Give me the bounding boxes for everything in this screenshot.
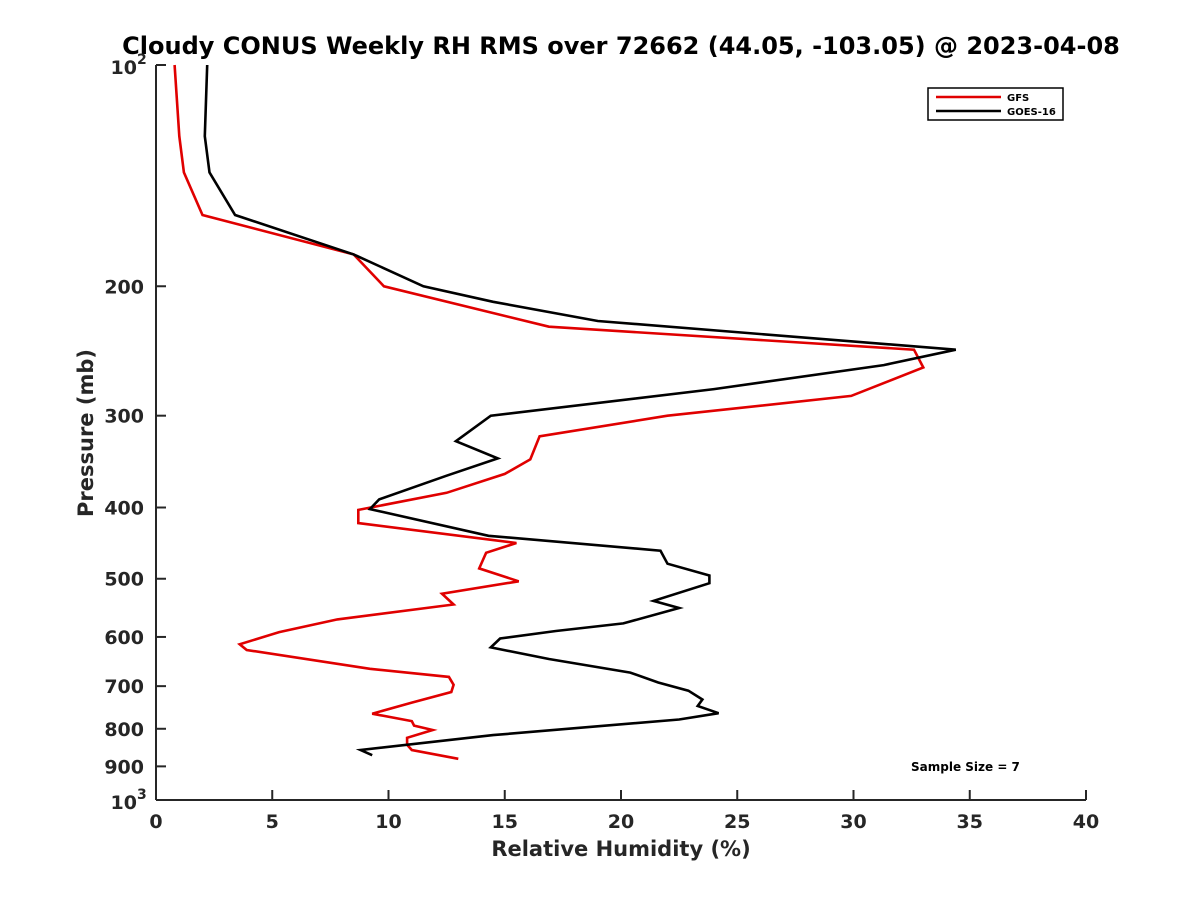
y-tick-label: 700 (104, 676, 144, 698)
series-layer (173, 64, 957, 761)
x-tick-label: 30 (840, 811, 866, 833)
x-tick-label: 20 (608, 811, 634, 833)
y-tick-label: 500 (104, 569, 144, 591)
legend-box (927, 87, 1064, 121)
y-tick-label: 400 (104, 498, 144, 520)
y-tick-exponent: 2 (137, 52, 147, 68)
series-line-gfs (173, 64, 926, 761)
y-tick-exponent: 3 (137, 787, 147, 803)
x-tick-label: 40 (1073, 811, 1099, 833)
legend-label-gfs: GFS (1007, 93, 1029, 104)
x-tick-label: 25 (724, 811, 750, 833)
x-tick-label: 15 (492, 811, 518, 833)
y-tick-label: 10 (111, 792, 137, 814)
y-tick-label: 10 (111, 57, 137, 79)
y-tick-label: 800 (104, 719, 144, 741)
sample-size-annotation: Sample Size = 7 (911, 760, 1020, 774)
y-tick-label: 200 (104, 276, 144, 298)
x-tick-label: 35 (957, 811, 983, 833)
y-tick-label: 300 (104, 406, 144, 428)
y-axis-label: Pressure (mb) (74, 349, 98, 517)
legend-label-goes-16: GOES-16 (1007, 107, 1056, 118)
chart-title: Cloudy CONUS Weekly RH RMS over 72662 (4… (122, 32, 1120, 60)
x-tick-label: 0 (149, 811, 162, 833)
x-axis-label: Relative Humidity (%) (491, 837, 750, 861)
x-tick-label: 5 (266, 811, 279, 833)
y-tick-label: 600 (104, 627, 144, 649)
y-tick-label: 900 (104, 756, 144, 778)
x-tick-label: 10 (375, 811, 401, 833)
series-line-goes-16 (203, 64, 957, 757)
legend: GFS GOES-16 (927, 87, 1064, 121)
